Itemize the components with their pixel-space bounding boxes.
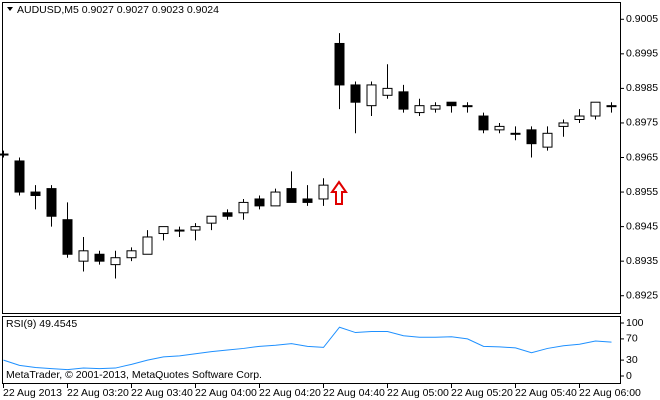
y-tick-label: 70 (626, 333, 638, 345)
candle-body (350, 84, 361, 103)
rsi-panel-frame (2, 316, 621, 384)
candle-body (126, 250, 137, 259)
candle-body (526, 129, 537, 145)
candle-body (590, 101, 601, 117)
x-tick-label: 22 Aug 04:00 (195, 387, 257, 399)
candle-body (174, 229, 185, 232)
candle-body (190, 226, 201, 231)
candle-body (462, 105, 473, 108)
candle-body (414, 105, 425, 114)
y-tick-label: 0.8995 (626, 48, 658, 60)
candle-body (430, 105, 441, 110)
symbol-icon (7, 7, 13, 11)
up-arrow (330, 180, 348, 205)
x-tick-label: 22 Aug 03:40 (131, 387, 193, 399)
x-tick-label: 22 Aug 05:40 (515, 387, 577, 399)
candle-body (606, 105, 617, 108)
y-tick-label: 30 (626, 354, 638, 366)
candle-body (14, 160, 25, 193)
candle-body (558, 122, 569, 127)
rsi-line (3, 326, 612, 371)
y-tick-label: 0.8985 (626, 82, 658, 94)
y-tick-label: 0.8955 (626, 186, 658, 198)
candle-body (222, 212, 233, 217)
x-tick-label: 22 Aug 04:40 (323, 387, 385, 399)
y-tick-label: 0.8945 (626, 220, 658, 232)
candle-body (494, 125, 505, 131)
x-tick-label: 22 Aug 04:20 (259, 387, 321, 399)
candle-body (110, 257, 121, 266)
candle-body (238, 201, 249, 214)
candle-body (318, 184, 329, 200)
candle-body (142, 236, 153, 255)
y-tick-label: 0.8925 (626, 290, 658, 302)
candle-body (366, 84, 377, 107)
candle-body (158, 226, 169, 235)
candle-body (542, 132, 553, 148)
candle-body (270, 191, 281, 207)
y-tick-label: 0.8935 (626, 255, 658, 267)
candle-body (0, 153, 9, 156)
y-tick-label: 0.8975 (626, 117, 658, 129)
rsi-title: RSI(9) 49.4545 (6, 318, 77, 330)
x-tick-label: 22 Aug 05:00 (387, 387, 449, 399)
x-tick-label: 22 Aug 06:00 (579, 387, 641, 399)
x-tick-label: 22 Aug 03:20 (67, 387, 129, 399)
candle-body (254, 198, 265, 207)
y-tick-label: 0.8965 (626, 151, 658, 163)
candle-body (206, 215, 217, 224)
candle-body (510, 132, 521, 135)
candle-body (302, 198, 313, 203)
candle-body (94, 253, 105, 262)
footer: MetaTrader, © 2001-2013, MetaQuotes Soft… (6, 369, 262, 381)
candle-body (574, 115, 585, 120)
x-tick-label: 22 Aug 05:20 (451, 387, 513, 399)
candle-body (30, 191, 41, 197)
candle-body (382, 87, 393, 96)
y-tick-label: 100 (626, 317, 644, 329)
candle-body (398, 91, 409, 110)
candle-body (446, 101, 457, 107)
candle-body (286, 188, 297, 203)
candle-body (46, 188, 57, 217)
x-tick-label: 22 Aug 2013 (3, 387, 62, 399)
candle-body (78, 250, 89, 262)
y-tick-label: 0.9005 (626, 13, 658, 25)
y-tick-label: 0 (626, 370, 632, 382)
candle-body (478, 115, 489, 131)
candle-body (62, 219, 73, 255)
candle-body (334, 42, 345, 86)
chart-title: AUDUSD,M5 0.9027 0.9027 0.9023 0.9024 (17, 4, 219, 16)
